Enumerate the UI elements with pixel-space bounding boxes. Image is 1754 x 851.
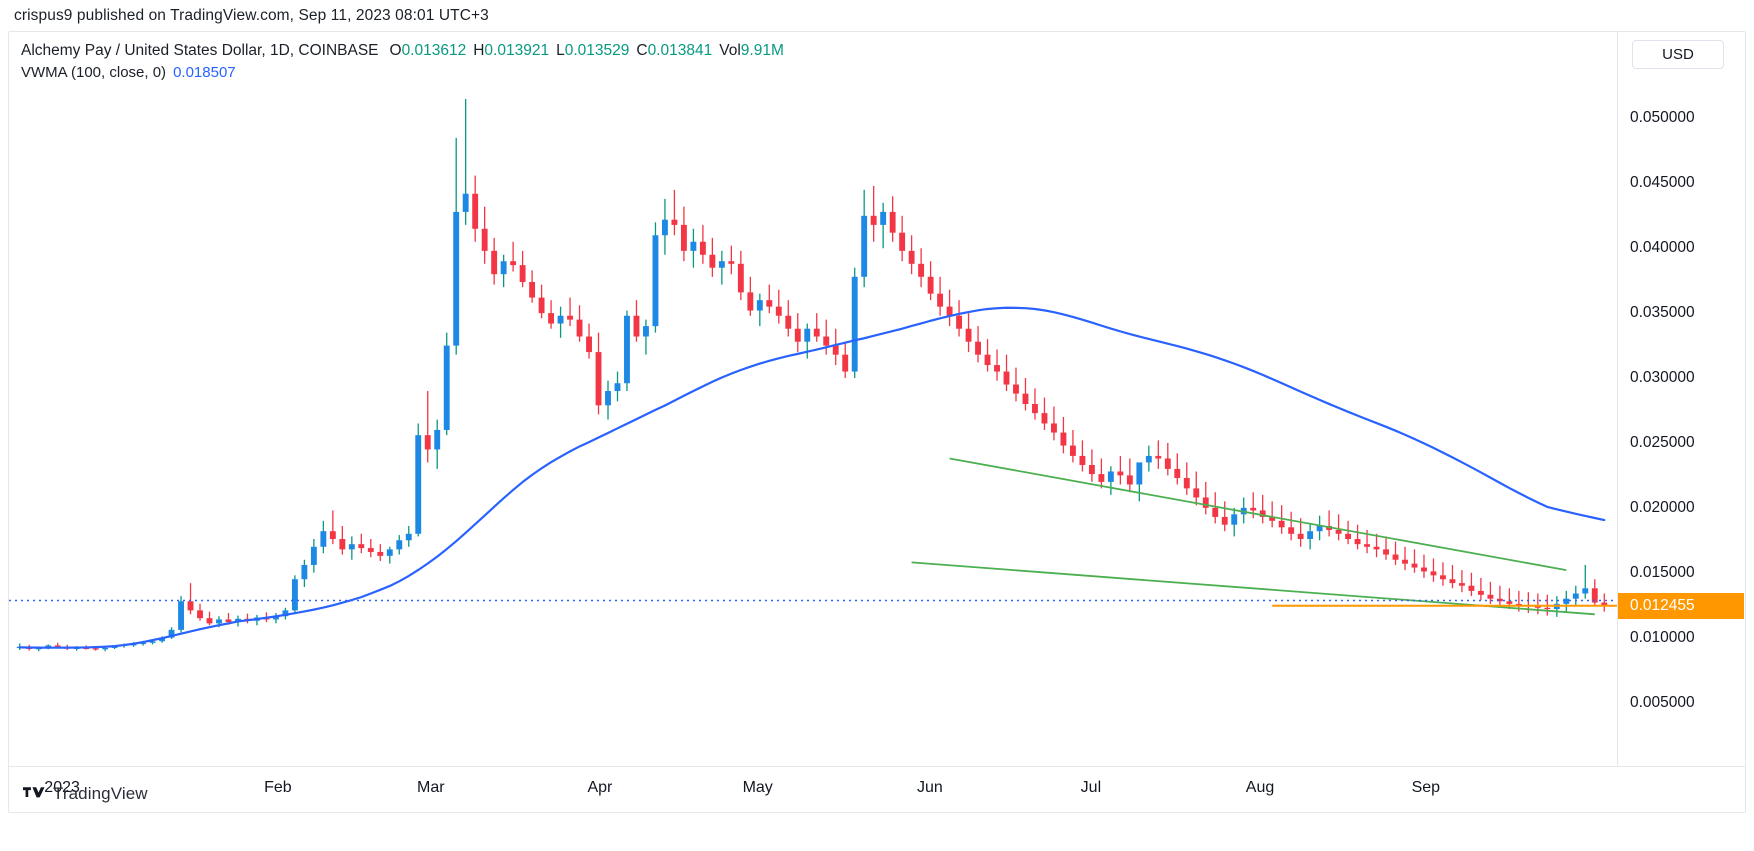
legend-high-value: 0.013921	[484, 42, 550, 59]
time-tick: Mar	[417, 779, 445, 796]
legend-high-label: H	[473, 42, 485, 59]
time-tick: Jun	[916, 779, 943, 796]
price-tick: 0.005000	[1630, 693, 1695, 711]
legend-open-value: 0.013612	[401, 42, 467, 59]
time-tick: Aug	[1245, 779, 1275, 796]
time-tick: 2023	[44, 779, 80, 796]
price-scale[interactable]: USD 0.050000 0.045000 0.040000 0.035000 0.03…	[1617, 32, 1745, 812]
legend-indicator-name: VWMA (100, close, 0)	[21, 64, 167, 82]
price-tick: 0.020000	[1630, 498, 1695, 516]
legend-volume-value: 9.91M	[740, 42, 784, 59]
price-tick: 0.025000	[1630, 433, 1695, 451]
legend-indicator-row[interactable]: VWMA (100, close, 0) 0.018507	[21, 62, 784, 84]
time-tick: Feb	[264, 779, 292, 796]
time-tick: May	[742, 779, 773, 796]
vwma-line	[18, 306, 1606, 649]
chart-container[interactable]: Alchemy Pay / United States Dollar, 1D, …	[8, 31, 1746, 813]
time-tick: Jul	[1080, 779, 1102, 796]
price-tick: 0.045000	[1630, 174, 1695, 192]
price-tick: 0.015000	[1630, 563, 1695, 581]
legend-open-label: O	[389, 42, 402, 59]
chart-svg	[9, 98, 1619, 652]
legend-symbol-title: Alchemy Pay / United States Dollar, 1D, …	[21, 42, 379, 59]
price-tick: 0.050000	[1630, 109, 1695, 127]
tradingview-logo-icon	[23, 787, 45, 798]
last-price-badge: 0.012455	[1618, 592, 1744, 619]
legend-close-label: C	[636, 42, 648, 59]
chart-plot-area[interactable]	[9, 32, 1619, 768]
legend-low-label: L	[556, 42, 565, 59]
tradingview-brand-name: TradingView	[53, 784, 148, 803]
time-scale[interactable]: 2023 Feb Mar Apr May Jun Jul Aug Sep	[9, 766, 1745, 812]
price-tick: 0.030000	[1630, 369, 1695, 386]
time-tick: Sep	[1411, 779, 1441, 796]
price-tick: 0.010000	[1630, 628, 1695, 646]
price-tick: 0.040000	[1630, 239, 1695, 257]
price-tick: 0.035000	[1630, 304, 1695, 322]
chart-legend: Alchemy Pay / United States Dollar, 1D, …	[21, 40, 784, 84]
currency-chip[interactable]: USD	[1632, 40, 1724, 69]
tradingview-brand: TradingView	[23, 784, 148, 804]
legend-low-value: 0.013529	[564, 42, 630, 59]
legend-symbol-row[interactable]: Alchemy Pay / United States Dollar, 1D, …	[21, 40, 784, 62]
legend-close-value: 0.013841	[647, 42, 713, 59]
publish-attribution: crispus9 published on TradingView.com, S…	[14, 7, 489, 24]
legend-volume-label: Vol	[719, 42, 741, 59]
legend-indicator-value: 0.018507	[173, 64, 236, 82]
candlestick-series	[16, 98, 1608, 652]
time-tick: Apr	[587, 779, 613, 796]
chart-annotations	[9, 457, 1619, 616]
